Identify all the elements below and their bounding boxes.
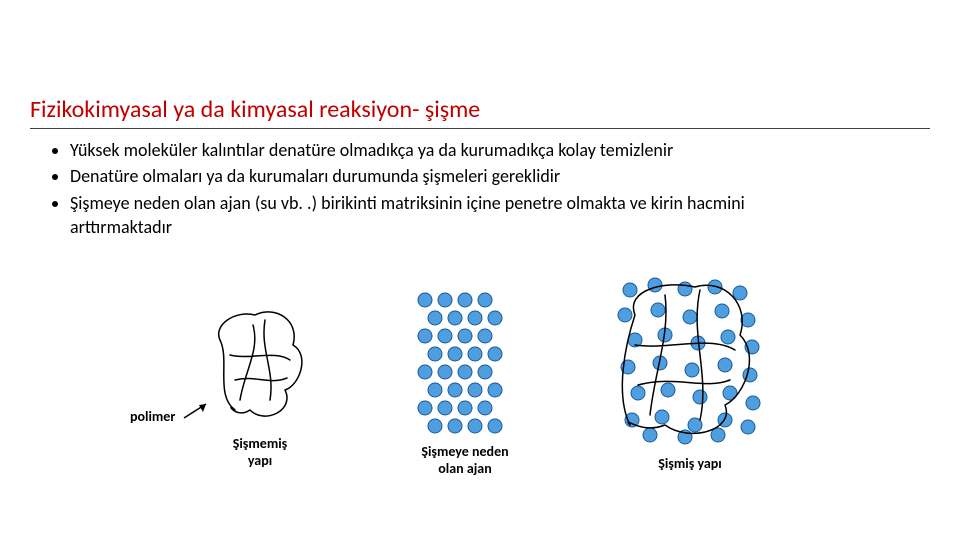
- panel-unswollen: Şişmemiş yapı: [195, 300, 325, 470]
- panel-swollen: Şişmiş yapı: [590, 275, 790, 473]
- polymer-unswollen-icon: [205, 300, 315, 430]
- diagram: polimer Şişmemiş yapı Şişmeye neden olan…: [140, 300, 860, 510]
- bullet-list: Yüksek moleküler kalıntılar denatüre olm…: [50, 138, 750, 241]
- bullet-item: Denatüre olmaları ya da kurumaları durum…: [70, 164, 750, 188]
- caption-unswollen: Şişmemiş yapı: [195, 436, 325, 470]
- caption-agent: Şişmeye neden olan ajan: [395, 444, 535, 478]
- agent-dots-icon: [410, 288, 520, 438]
- bullet-item: Şişmeye neden olan ajan (su vb. .) birik…: [70, 191, 750, 240]
- slide: Fizikokimyasal ya da kimyasal reaksiyon-…: [0, 0, 960, 540]
- polymer-swollen-icon: [605, 275, 775, 450]
- caption-line: Şişmemiş: [233, 435, 288, 452]
- polymer-label: polimer: [130, 408, 175, 425]
- title-underline: [30, 128, 930, 129]
- caption-line: Şişmiş yapı: [658, 455, 722, 472]
- caption-line: olan ajan: [438, 460, 491, 477]
- caption-line: yapı: [248, 452, 272, 469]
- caption-swollen: Şişmiş yapı: [590, 456, 790, 473]
- panel-agent: Şişmeye neden olan ajan: [395, 288, 535, 478]
- caption-line: Şişmeye neden: [421, 443, 508, 460]
- bullet-item: Yüksek moleküler kalıntılar denatüre olm…: [70, 138, 750, 162]
- slide-title: Fizikokimyasal ya da kimyasal reaksiyon-…: [30, 95, 480, 124]
